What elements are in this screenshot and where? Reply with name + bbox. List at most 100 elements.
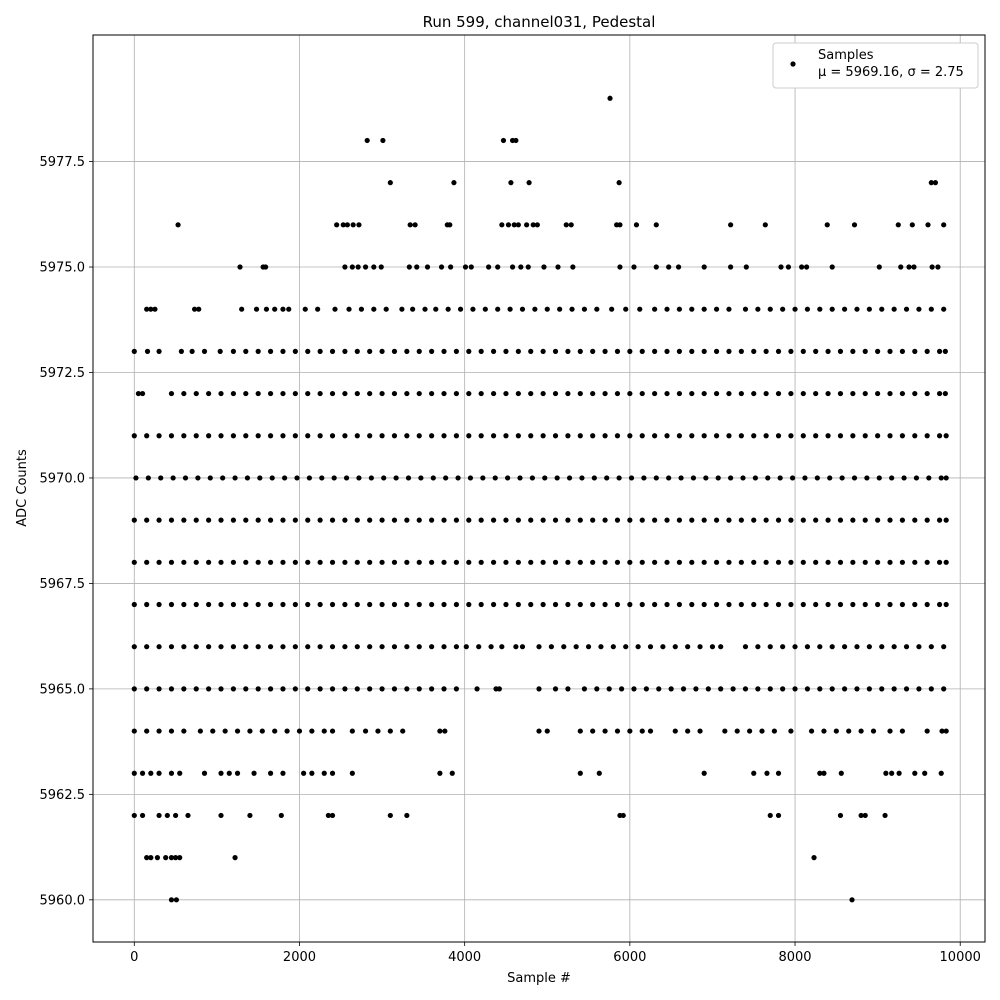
data-point (689, 348, 695, 354)
data-point (243, 686, 249, 692)
data-point (825, 601, 831, 608)
data-point (218, 812, 224, 819)
data-point (267, 390, 274, 397)
data-point (280, 348, 286, 354)
data-point (500, 137, 507, 144)
data-point (158, 475, 164, 481)
data-point (802, 475, 808, 481)
data-point (230, 559, 237, 565)
data-point (778, 264, 784, 270)
data-point (144, 855, 150, 861)
data-point (379, 601, 385, 608)
data-point (429, 601, 435, 608)
data-point (752, 475, 758, 481)
data-point (332, 306, 338, 312)
data-point (569, 306, 575, 312)
data-point (156, 812, 162, 819)
data-point (407, 222, 413, 228)
data-point (824, 222, 830, 228)
data-point (788, 559, 794, 565)
data-point (540, 348, 546, 354)
data-point (480, 475, 486, 481)
data-point (181, 390, 187, 397)
data-point (627, 348, 633, 354)
data-point (862, 517, 868, 523)
data-point (862, 390, 868, 397)
data-point (899, 559, 906, 565)
data-point (317, 559, 323, 565)
data-point (664, 390, 670, 397)
data-point (412, 222, 418, 228)
data-point (743, 264, 749, 270)
data-point (941, 222, 947, 228)
data-points (131, 95, 949, 903)
data-point (305, 517, 311, 523)
y-tick-label: 5970.0 (40, 471, 86, 486)
data-point (775, 433, 782, 439)
data-point (495, 306, 501, 312)
data-point (901, 475, 907, 481)
data-point (292, 390, 298, 397)
data-point (131, 517, 137, 523)
data-point (513, 137, 519, 144)
data-point (462, 264, 469, 270)
data-point (561, 644, 567, 650)
data-point (172, 855, 179, 861)
data-point (463, 644, 469, 650)
data-point (528, 601, 534, 608)
data-point (517, 475, 523, 481)
data-point (478, 559, 484, 565)
data-point (767, 644, 773, 650)
data-point (552, 517, 559, 523)
data-point (590, 517, 596, 523)
data-point (490, 390, 497, 397)
data-point (148, 855, 154, 861)
data-point (255, 686, 261, 692)
data-point (912, 559, 918, 565)
data-point (441, 517, 447, 523)
data-point (478, 348, 484, 354)
data-point (552, 686, 559, 692)
data-point (924, 517, 930, 523)
data-point (751, 433, 757, 439)
data-point (234, 728, 241, 734)
data-point (557, 306, 563, 312)
data-point (220, 475, 226, 481)
data-point (536, 728, 542, 734)
data-point (775, 390, 782, 397)
data-point (317, 601, 323, 608)
data-point (367, 390, 373, 397)
data-point (804, 686, 811, 692)
data-point (292, 433, 298, 439)
data-point (144, 644, 150, 650)
data-point (926, 475, 932, 481)
data-point (941, 306, 947, 312)
data-point (924, 433, 930, 439)
data-point (280, 433, 286, 439)
data-point (367, 348, 373, 354)
data-point (602, 433, 608, 439)
data-point (627, 390, 633, 397)
data-point (478, 433, 484, 439)
data-point (349, 264, 355, 270)
data-point (841, 306, 848, 312)
data-point (379, 517, 385, 523)
data-point (643, 686, 649, 692)
data-point (317, 686, 323, 692)
data-point (292, 517, 298, 523)
data-point (713, 306, 720, 312)
data-point (244, 475, 251, 481)
data-point (466, 348, 472, 354)
data-point (206, 601, 212, 608)
data-point (726, 348, 732, 354)
data-point (342, 559, 348, 565)
data-point (529, 475, 535, 481)
data-point (342, 517, 348, 523)
data-point (528, 348, 534, 354)
data-point (528, 559, 534, 565)
data-point (726, 390, 732, 397)
data-point (495, 264, 501, 270)
data-point (255, 601, 261, 608)
data-point (800, 348, 806, 354)
data-point (875, 601, 881, 608)
